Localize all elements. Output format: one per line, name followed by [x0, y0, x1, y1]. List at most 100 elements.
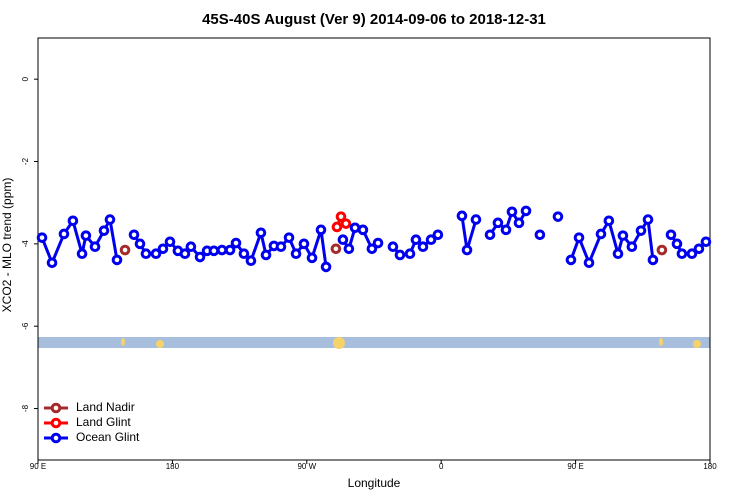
point: [417, 241, 429, 253]
point: [404, 248, 416, 260]
point: [164, 236, 176, 248]
legend-marker: [50, 432, 62, 444]
x-tick-label: 180: [703, 462, 717, 471]
x-axis-label: Longitude: [348, 476, 401, 490]
y-tick-label: -6: [21, 322, 30, 330]
point: [470, 214, 482, 225]
point: [552, 211, 564, 222]
point: [245, 255, 257, 267]
point: [617, 230, 629, 241]
map-strip: [38, 337, 710, 349]
point: [128, 229, 140, 241]
x-tick-label: 90 E: [567, 462, 583, 471]
point: [179, 248, 191, 260]
series: [119, 243, 668, 256]
point: [700, 236, 712, 248]
point: [58, 228, 70, 240]
point: [290, 248, 302, 260]
point: [456, 210, 468, 222]
point: [500, 224, 512, 236]
point: [372, 237, 384, 249]
point: [665, 229, 677, 241]
point: [394, 249, 406, 261]
point: [573, 232, 585, 243]
point: [36, 232, 48, 243]
y-tick-label: -8: [21, 404, 30, 412]
point: [366, 243, 378, 255]
point: [565, 254, 577, 266]
point: [67, 215, 79, 227]
point: [520, 205, 532, 217]
point: [603, 215, 615, 227]
point: [626, 241, 638, 253]
point: [255, 227, 267, 239]
point: [150, 248, 162, 260]
point: [340, 218, 352, 229]
point: [283, 232, 295, 243]
point: [686, 248, 698, 260]
point: [134, 238, 146, 250]
point: [119, 244, 131, 256]
point: [46, 257, 58, 269]
legend-marker: [50, 402, 62, 414]
point: [104, 214, 116, 225]
point: [306, 252, 318, 264]
point: [484, 229, 496, 241]
point: [320, 261, 332, 273]
point: [89, 241, 101, 253]
point: [238, 248, 250, 260]
legend-label: Land Glint: [76, 415, 131, 429]
point: [506, 206, 518, 218]
point: [335, 211, 347, 222]
point: [492, 217, 504, 229]
point: [80, 230, 92, 241]
point: [425, 234, 437, 246]
point: [642, 214, 654, 225]
point: [331, 221, 343, 233]
point: [224, 244, 236, 256]
plot-frame: [37, 37, 711, 461]
series: [331, 211, 352, 233]
point: [260, 249, 272, 261]
x-tick-label: 180: [166, 462, 180, 471]
point: [676, 248, 688, 260]
point: [194, 251, 206, 263]
point: [298, 238, 310, 250]
point: [671, 238, 683, 250]
y-tick-label: 0: [21, 76, 30, 81]
point: [157, 243, 169, 255]
point: [216, 244, 228, 256]
point: [315, 224, 327, 236]
point: [337, 234, 349, 246]
point: [230, 237, 242, 249]
x-tick-label: 90 E: [30, 462, 46, 471]
legend-label: Ocean Glint: [76, 430, 140, 444]
point: [343, 243, 355, 255]
point: [98, 225, 110, 236]
chart-title: 45S-40S August (Ver 9) 2014-09-06 to 201…: [202, 11, 546, 28]
point: [185, 241, 197, 253]
y-tick-label: -2: [21, 157, 30, 165]
point: [513, 217, 525, 229]
point: [612, 248, 624, 260]
point: [76, 248, 88, 260]
point: [410, 234, 422, 246]
x-tick-label: 90 W: [297, 462, 316, 471]
point: [432, 229, 444, 241]
point: [208, 245, 220, 257]
point: [357, 224, 369, 236]
point: [693, 243, 705, 255]
y-axis-label: XCO2 - MLO trend (ppm): [0, 178, 14, 313]
point: [595, 228, 607, 240]
point: [635, 225, 647, 236]
point: [111, 254, 123, 266]
legend-marker: [50, 417, 62, 429]
point: [330, 243, 342, 255]
point: [461, 244, 473, 256]
y-tick-label: -4: [21, 240, 30, 248]
point: [534, 229, 546, 241]
point: [140, 248, 152, 260]
point: [387, 241, 399, 253]
point: [656, 244, 668, 256]
point: [647, 254, 659, 266]
